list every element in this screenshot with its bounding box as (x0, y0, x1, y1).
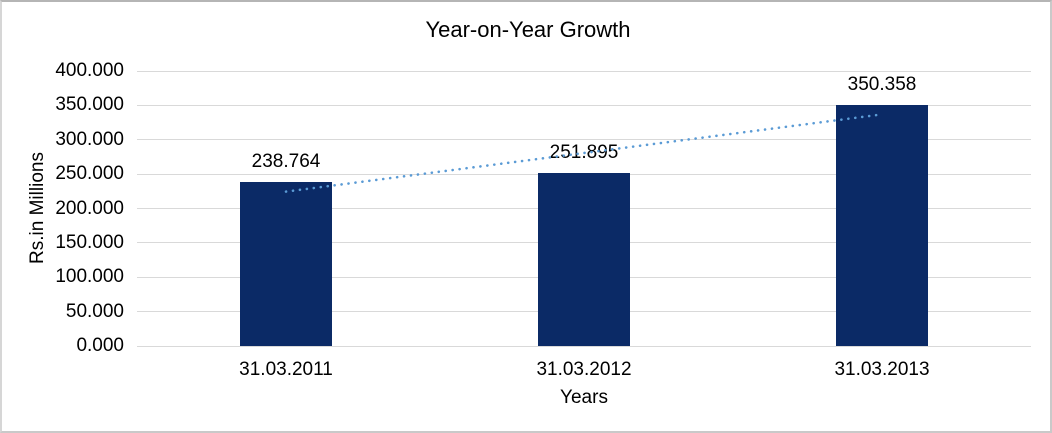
x-axis-category-label: 31.03.2012 (536, 359, 632, 380)
y-axis-tick-label: 250.000 (55, 163, 124, 185)
x-axis-category-label: 31.03.2011 (239, 359, 333, 380)
gridline (137, 104, 1031, 106)
x-axis-category-label: 31.03.2013 (834, 359, 930, 380)
y-axis-tick-label: 350.000 (55, 94, 124, 116)
y-axis-tick-label: 400.000 (55, 60, 124, 81)
y-axis-tick-label: 200.000 (55, 197, 124, 219)
gridline (137, 70, 1031, 72)
y-axis-tick-label: 300.000 (55, 128, 124, 150)
y-axis-tick-label: 0.000 (76, 335, 124, 356)
data-label: 251.895 (549, 141, 619, 163)
bar-31.03.2013 (836, 105, 928, 346)
data-label: 350.358 (847, 74, 917, 96)
y-axis-tick-label: 150.000 (55, 231, 124, 253)
y-axis-tick-label: 50.000 (65, 300, 124, 322)
x-axis-title: Years (560, 387, 608, 408)
data-label: 238.764 (251, 150, 321, 172)
bar-31.03.2011 (240, 181, 332, 346)
y-axis-tick-label: 100.000 (55, 266, 124, 288)
bar-31.03.2012 (538, 172, 630, 346)
chart-title: Year-on-Year Growth (425, 17, 631, 42)
gridline (137, 345, 1031, 347)
